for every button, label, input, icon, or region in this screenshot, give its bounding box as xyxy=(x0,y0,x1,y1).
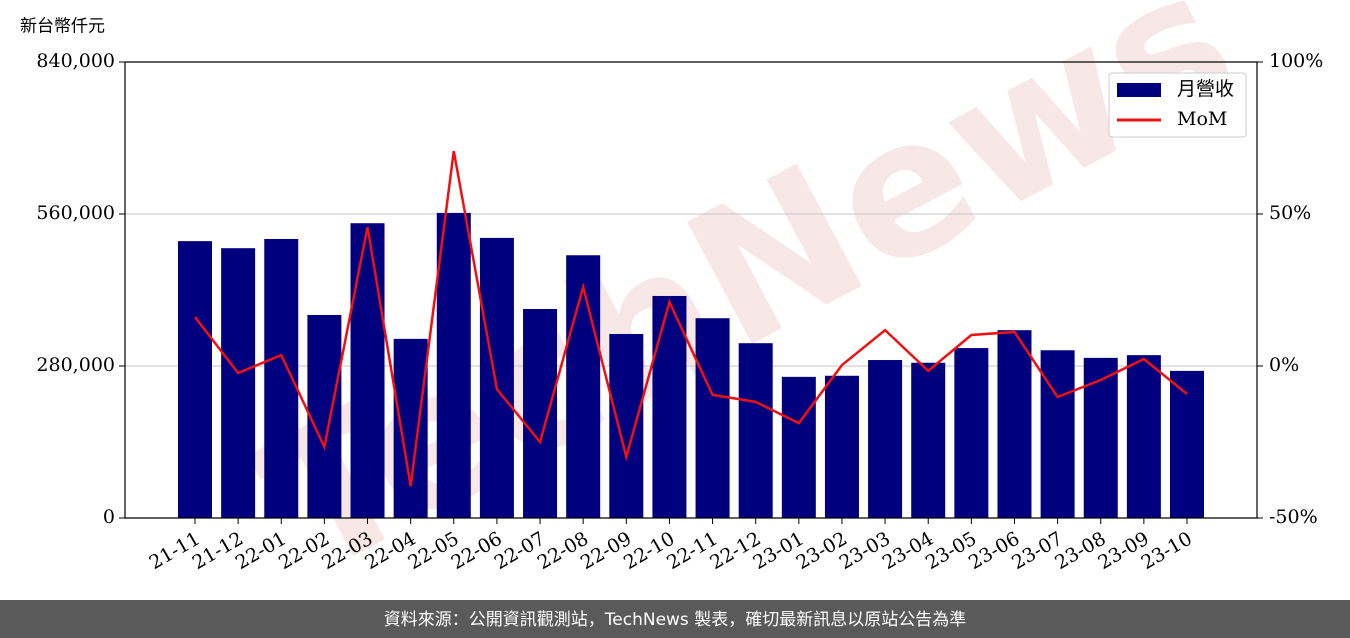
y-tick-label: 280,000 xyxy=(36,354,115,376)
legend-swatch xyxy=(1117,83,1161,97)
legend-label: MoM xyxy=(1177,108,1227,130)
y-tick-label: 560,000 xyxy=(36,202,115,224)
line xyxy=(194,150,1188,487)
bar xyxy=(221,248,256,518)
bar xyxy=(781,376,816,518)
footer-bar xyxy=(0,600,1350,638)
y2-tick-label: -50% xyxy=(1269,506,1318,528)
bar xyxy=(609,333,644,518)
x-tick-label: 23-10 xyxy=(1138,528,1196,574)
bar xyxy=(652,295,687,518)
y-tick-label: 0 xyxy=(103,506,115,528)
legend-label: 月營收 xyxy=(1177,78,1234,100)
y2-tick-label: 0% xyxy=(1269,354,1299,376)
bar xyxy=(911,362,946,518)
bar xyxy=(393,338,428,518)
bar xyxy=(824,375,859,518)
bar xyxy=(1170,370,1204,518)
y2-tick-label: 50% xyxy=(1269,202,1311,224)
bar xyxy=(695,318,730,518)
bar xyxy=(479,237,514,518)
bar xyxy=(350,223,385,518)
y2-tick-label: 100% xyxy=(1269,50,1323,72)
footer-text: 資料來源：公開資訊觀測站，TechNews 製表，確切最新訊息以原站公告為準 xyxy=(384,610,966,630)
bar xyxy=(868,360,903,518)
bar xyxy=(738,343,773,518)
bar xyxy=(1040,350,1075,518)
bar xyxy=(178,241,212,518)
bar xyxy=(307,314,342,518)
y-axis-label: 新台幣仟元 xyxy=(20,17,105,37)
bar xyxy=(997,330,1032,518)
bar xyxy=(436,212,471,518)
bar xyxy=(1126,355,1161,518)
bar xyxy=(523,309,558,518)
bar xyxy=(1083,357,1118,518)
bar xyxy=(954,348,989,518)
plot-frame xyxy=(124,61,1258,519)
bar xyxy=(566,255,601,518)
y-tick-label: 840,000 xyxy=(36,50,115,72)
